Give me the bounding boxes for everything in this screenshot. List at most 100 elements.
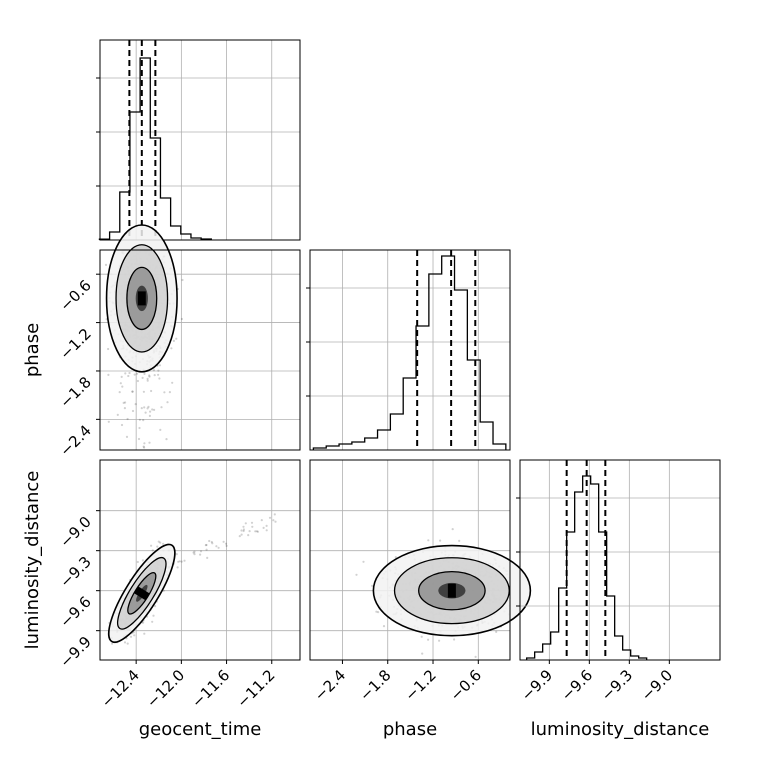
scatter-point <box>265 529 268 532</box>
density-peak <box>137 291 146 306</box>
ylabel-phase: phase <box>22 323 43 377</box>
scatter-point <box>265 524 268 528</box>
scatter-point <box>146 407 149 410</box>
scatter-point <box>136 379 139 383</box>
scatter-point <box>162 542 165 545</box>
scatter-point <box>193 553 196 556</box>
scatter-point <box>176 566 179 569</box>
scatter-point <box>154 605 157 608</box>
scatter-point <box>183 559 186 562</box>
scatter-point <box>451 528 454 531</box>
scatter-point <box>123 407 126 410</box>
x-tick-label: −0.6 <box>447 666 485 704</box>
histogram-step-geocent_time <box>98 57 212 240</box>
scatter-point <box>128 371 131 375</box>
scatter-point <box>242 525 245 528</box>
scatter-point <box>151 620 154 623</box>
scatter-point <box>205 548 208 551</box>
scatter-point <box>224 542 228 545</box>
scatter-point <box>124 372 127 375</box>
scatter-point <box>131 409 135 413</box>
scatter-point <box>141 559 144 562</box>
scatter-point <box>242 528 245 531</box>
scatter-point <box>138 426 141 430</box>
scatter-point <box>157 373 160 376</box>
scatter-point <box>362 560 365 563</box>
scatter-point <box>120 423 124 427</box>
axes-frame <box>309 459 511 661</box>
y-tick-label: −1.8 <box>56 373 94 411</box>
scatter-point <box>141 376 144 379</box>
scatter-point <box>172 339 175 342</box>
scatter-point <box>170 347 173 350</box>
scatter-point <box>142 390 145 393</box>
xlabel-luminosity-distance: luminosity_distance <box>531 719 710 740</box>
panel-6: −9.9 −9.6 −9.3 −9.0 <box>516 459 721 705</box>
axes-frame <box>99 39 301 241</box>
scatter-point <box>247 534 250 537</box>
scatter-point <box>158 377 161 380</box>
scatter-point <box>178 560 181 563</box>
scatter-point <box>420 635 423 638</box>
x-tick-label: −9.6 <box>558 666 596 704</box>
scatter-point <box>272 519 275 522</box>
scatter-point <box>453 638 456 641</box>
scatter-point <box>129 635 133 638</box>
scatter-point <box>150 389 153 393</box>
axes-frame <box>99 249 301 451</box>
scatter-point <box>125 435 129 438</box>
scatter-point <box>180 560 183 563</box>
scatter-point <box>238 535 241 538</box>
scatter-point <box>137 437 141 441</box>
scatter-point <box>134 403 137 406</box>
scatter-point <box>147 405 150 408</box>
scatter-point <box>382 625 386 628</box>
scatter-point <box>206 556 209 560</box>
xlabel-phase: phase <box>383 719 437 740</box>
scatter-point <box>165 438 168 441</box>
scatter-point <box>254 530 257 533</box>
scatter-point <box>438 639 441 642</box>
scatter-point <box>168 391 171 394</box>
panel-1 <box>96 39 301 241</box>
scatter-point <box>255 530 258 533</box>
scatter-point <box>118 391 121 394</box>
scatter-point <box>181 278 184 282</box>
scatter-point <box>142 419 145 422</box>
scatter-point <box>171 381 174 384</box>
scatter-point <box>273 513 276 516</box>
scatter-point <box>150 544 153 547</box>
scatter-point <box>421 652 424 655</box>
scatter-point <box>204 544 207 547</box>
scatter-point <box>138 418 141 421</box>
scatter-point <box>244 522 247 525</box>
scatter-point <box>143 406 146 409</box>
scatter-point <box>262 526 265 530</box>
scatter-point <box>143 446 146 449</box>
panels-layer: −0.6−1.2−1.8−2.4−9.0−9.3−9.6−9.9−12.4 −12… <box>56 39 721 711</box>
scatter-point <box>215 545 218 548</box>
histogram-step-phase <box>312 255 507 450</box>
scatter-point <box>222 540 225 543</box>
y-tick-label: −9.0 <box>56 513 94 551</box>
x-tick-label: −9.9 <box>518 666 556 704</box>
scatter-point <box>427 539 430 542</box>
scatter-point <box>156 545 159 548</box>
scatter-point <box>458 539 461 543</box>
scatter-point <box>205 543 208 547</box>
density-peak <box>447 583 456 598</box>
scatter-point <box>111 642 114 645</box>
scatter-point <box>211 542 214 545</box>
scatter-point <box>143 632 146 635</box>
y-tick-label: −1.2 <box>56 325 94 363</box>
scatter-point <box>136 560 139 564</box>
scatter-point <box>439 539 442 542</box>
scatter-point <box>152 614 155 617</box>
scatter-point <box>159 541 162 544</box>
scatter-point <box>122 401 125 404</box>
scatter-point <box>355 573 358 576</box>
scatter-point <box>274 520 277 523</box>
scatter-point <box>131 390 134 393</box>
scatter-point <box>121 385 124 388</box>
scatter-point <box>163 391 166 394</box>
